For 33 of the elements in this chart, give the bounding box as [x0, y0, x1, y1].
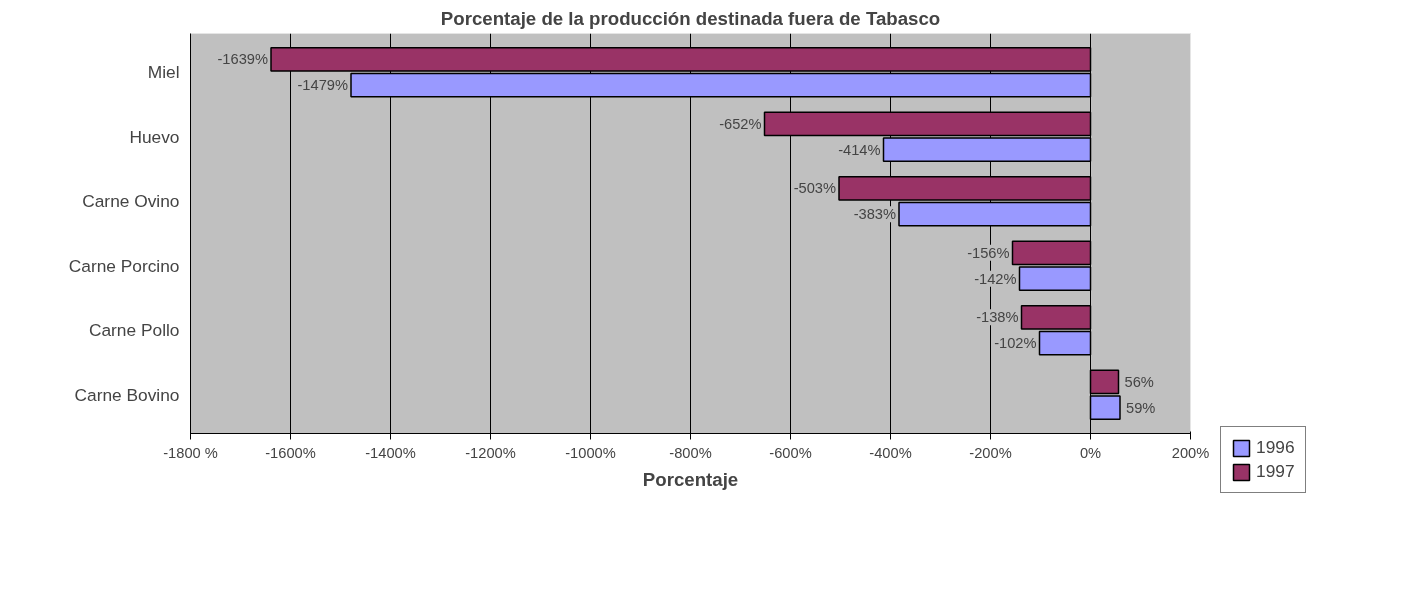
legend-label: 1997: [1256, 461, 1295, 482]
x-tick-label: -1400%: [365, 444, 416, 461]
y-tick-label: Carne Ovino: [82, 191, 180, 212]
data-label: -156%: [967, 244, 1010, 261]
data-label: -102%: [994, 335, 1037, 352]
x-tick-label: -200%: [969, 444, 1012, 461]
x-tick-label: 0%: [1079, 444, 1102, 461]
data-label: 59%: [1126, 399, 1156, 416]
y-tick-label: Huevo: [129, 126, 180, 147]
y-tick-label: Carne Pollo: [88, 320, 180, 341]
chart-title: Porcentaje de la producción destinada fuera de Tabasco: [440, 7, 941, 29]
y-tick-label: Carne Bovino: [74, 384, 180, 405]
x-axis-title: Porcentaje: [642, 468, 739, 490]
data-label: -138%: [976, 309, 1019, 326]
x-tick-label: -1600%: [265, 444, 316, 461]
data-label: -142%: [974, 270, 1017, 287]
x-tick-label: -800%: [669, 444, 712, 461]
data-label: -1639%: [217, 51, 269, 68]
data-label: -652%: [719, 115, 762, 132]
x-tick-label: -1800 %: [163, 444, 218, 461]
data-label: -383%: [853, 206, 897, 223]
data-label: -503%: [793, 180, 837, 197]
y-tick-label: Carne Porcino: [68, 255, 180, 276]
x-tick-label: -400%: [869, 444, 912, 461]
x-tick-label: -1200%: [465, 444, 516, 461]
x-tick-label: -1000%: [565, 444, 616, 461]
x-tick-label: 200%: [1171, 444, 1210, 461]
data-label: 56%: [1124, 373, 1154, 390]
x-tick-label: -600%: [769, 444, 812, 461]
legend-label: 1996: [1256, 437, 1295, 458]
data-label: -1479%: [297, 77, 349, 94]
data-label: -414%: [838, 141, 881, 158]
y-tick-label: Miel: [147, 62, 180, 83]
